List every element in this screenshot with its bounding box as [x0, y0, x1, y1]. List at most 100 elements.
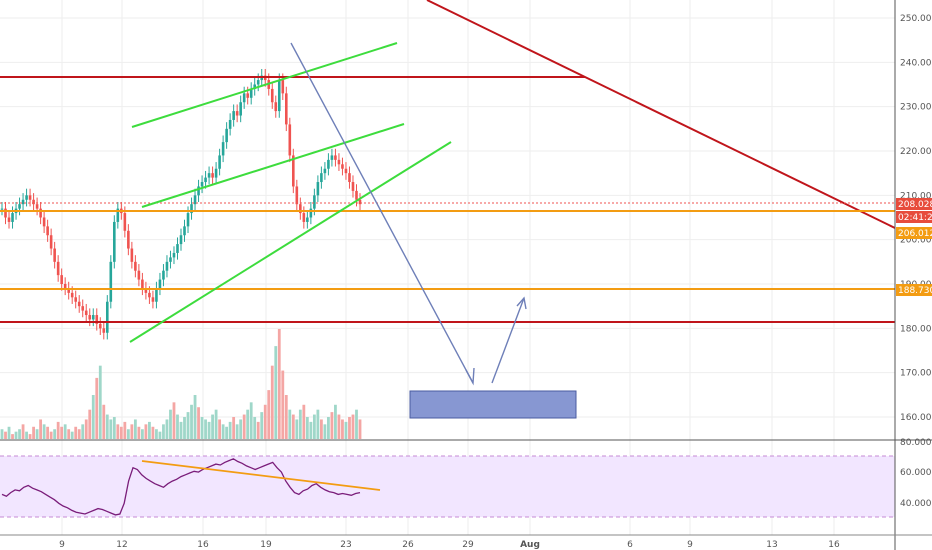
candle-body: [246, 93, 249, 98]
volume-bar: [21, 424, 25, 439]
volume-bar: [348, 417, 351, 439]
volume-bar: [112, 417, 116, 439]
volume-bar: [200, 417, 204, 439]
candle-body: [176, 244, 179, 253]
candle-body: [299, 204, 302, 214]
time-tick-label: 23: [340, 540, 351, 550]
candle-body: [334, 155, 337, 160]
channel-upper: [131, 42, 398, 128]
volume-bar: [197, 407, 200, 439]
candle-body: [127, 230, 130, 249]
arrowhead-up: [516, 296, 527, 310]
price-tick-label: 240.000: [900, 58, 932, 68]
volume-bar: [95, 377, 99, 439]
price-tag: [896, 198, 932, 210]
volume-bar: [63, 424, 67, 439]
price-tick-label: 200.000: [900, 236, 932, 246]
candle-body: [179, 235, 183, 245]
volume-bar: [60, 426, 64, 439]
volume-bar: [260, 412, 264, 439]
candle-body: [95, 315, 99, 324]
grid: [0, 0, 895, 535]
candle-body: [337, 159, 341, 165]
volume-bar: [0, 429, 4, 439]
candle-body: [295, 186, 299, 205]
candle-body: [309, 208, 313, 218]
volume-bar: [298, 409, 302, 439]
candle-body: [239, 102, 242, 116]
time-tick-label: 29: [462, 540, 474, 550]
volume-bar: [330, 412, 334, 439]
volume-bar: [256, 421, 260, 439]
candle-body: [186, 213, 190, 227]
candle-body: [0, 208, 4, 210]
candle-body: [60, 275, 63, 284]
candle-body: [109, 261, 113, 302]
price-tag-label: 208.028: [898, 200, 932, 210]
candle-body: [46, 226, 49, 236]
volume-bar: [323, 424, 327, 439]
volume-bar: [302, 404, 306, 439]
time-tick-label: 13: [766, 540, 777, 550]
volume-bar: [358, 419, 362, 439]
price-tick-label: 230.000: [900, 103, 932, 113]
volume-bar: [39, 419, 43, 439]
candle-body: [313, 195, 316, 209]
candle-body: [214, 168, 218, 178]
volume-bar: [169, 409, 172, 439]
volume-bar: [204, 419, 207, 439]
candle-body: [18, 204, 21, 209]
candle-body: [151, 297, 155, 302]
candle-body: [102, 328, 106, 333]
drawing-tools[interactable]: [0, 0, 896, 419]
volume-bar: [351, 414, 355, 439]
candle-body: [323, 168, 327, 174]
volume-bar: [7, 426, 11, 439]
volume-bar: [225, 426, 229, 439]
volume-bar: [288, 409, 292, 439]
volume-bar: [88, 409, 92, 439]
volume-bar: [70, 431, 74, 439]
candle-body: [207, 173, 211, 178]
price-tag-label: 188.730: [898, 286, 932, 296]
volume-bar: [165, 419, 169, 439]
volume-bar: [67, 429, 71, 439]
time-tick-label: 19: [260, 540, 272, 550]
candle-body: [21, 199, 25, 205]
volume-bar: [309, 421, 313, 439]
volume-bar: [32, 426, 35, 439]
candle-body: [88, 315, 92, 320]
candle-body: [42, 217, 46, 227]
volume-bar: [102, 404, 106, 439]
candle-body: [355, 190, 358, 200]
volume-bar: [133, 419, 137, 439]
volume-bar: [126, 429, 130, 439]
volume-bar: [158, 431, 162, 439]
volume-bar: [105, 414, 109, 439]
candle-body: [56, 261, 60, 276]
candle-body: [155, 288, 158, 302]
volume-bar: [77, 429, 81, 439]
price-tick-label: 220.000: [900, 147, 932, 157]
candle-body: [53, 248, 56, 262]
volume-bar: [162, 424, 165, 439]
volume-bar: [207, 421, 211, 439]
candle-body: [84, 310, 88, 316]
candle-body: [330, 155, 334, 160]
candle-body: [25, 195, 28, 200]
volume-bar: [281, 370, 285, 439]
volume-bar: [28, 434, 32, 439]
volume-bar: [81, 424, 85, 439]
time-tick-label: 9: [687, 540, 693, 550]
volume-bar: [284, 395, 288, 439]
volume-bar: [312, 414, 316, 439]
candle-body: [306, 217, 309, 222]
candle-body: [277, 80, 281, 112]
candle-body: [11, 213, 14, 222]
volume-bar: [151, 426, 155, 439]
price-candles: [0, 68, 362, 340]
time-axis[interactable]: 9 12 16 19 23 26 29 Aug 6 9 13 16: [59, 540, 840, 550]
